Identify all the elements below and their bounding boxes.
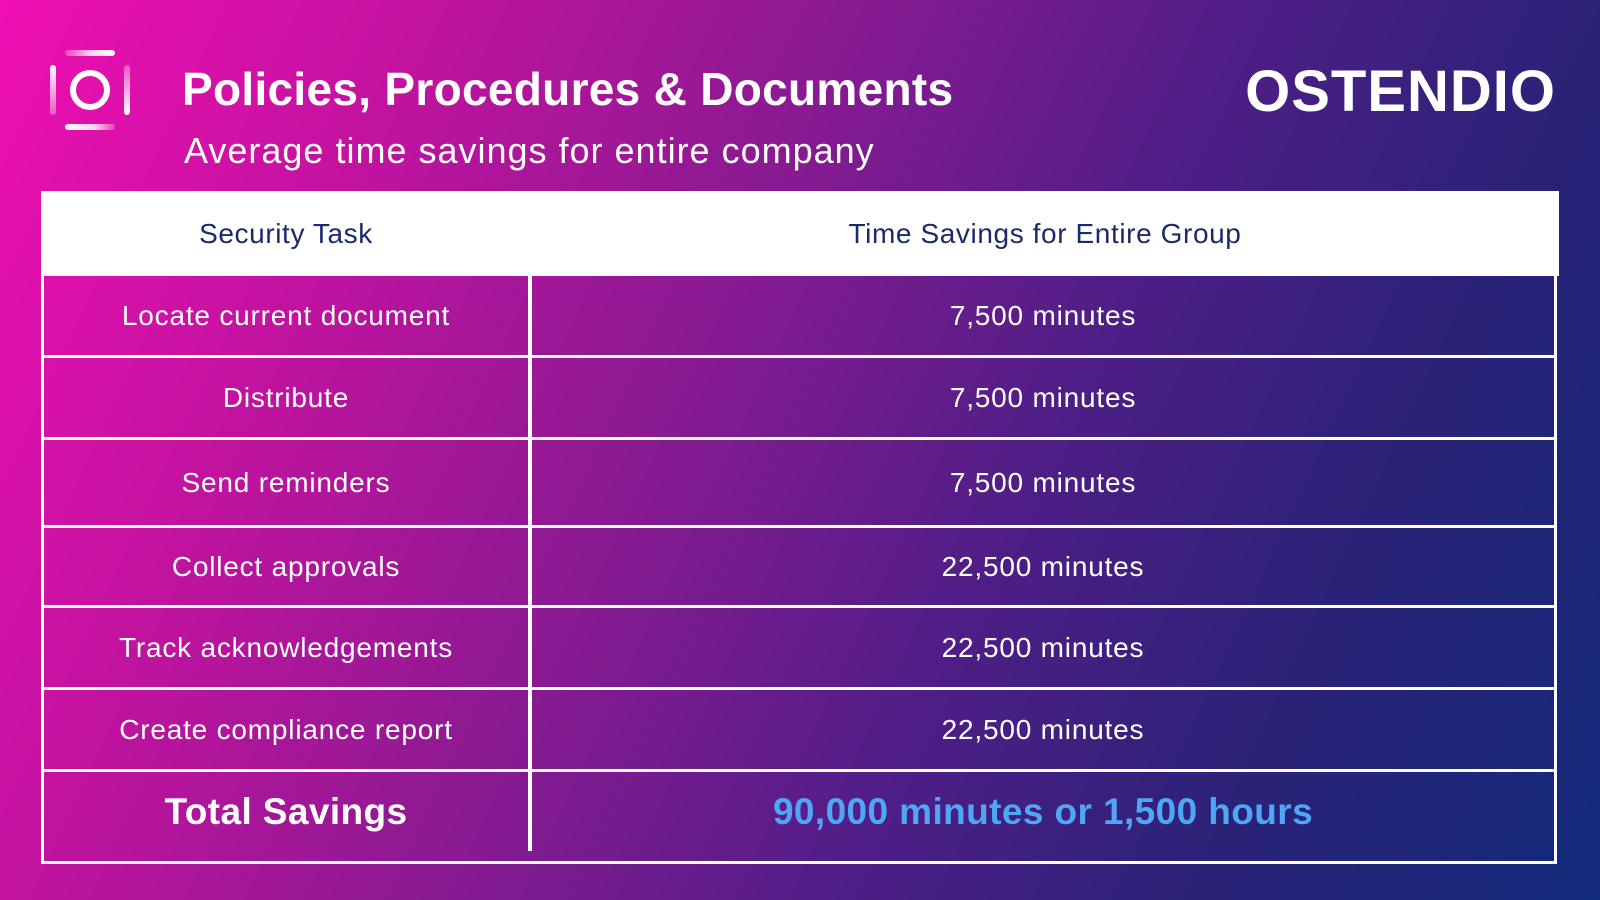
total-row: Total Savings 90,000 minutes or 1,500 ho… bbox=[44, 772, 1554, 851]
savings-cell: 22,500 minutes bbox=[941, 631, 1145, 663]
page-title: Policies, Procedures & Documents bbox=[182, 63, 954, 115]
table-row: Distribute 7,500 minutes bbox=[44, 358, 1554, 440]
task-cell: Distribute bbox=[44, 358, 532, 437]
savings-cell: 22,500 minutes bbox=[941, 550, 1145, 582]
total-label: Total Savings bbox=[44, 772, 532, 851]
savings-cell: 7,500 minutes bbox=[949, 299, 1137, 331]
table-body: Locate current document 7,500 minutes Di… bbox=[41, 276, 1557, 864]
task-cell: Send reminders bbox=[44, 440, 532, 525]
task-cell: Create compliance report bbox=[44, 690, 532, 769]
table-header-row: Security Task Time Savings for Entire Gr… bbox=[41, 191, 1559, 276]
column-header-savings: Time Savings for Entire Group bbox=[848, 217, 1242, 249]
total-value: 90,000 minutes or 1,500 hours bbox=[772, 790, 1314, 832]
table-row: Track acknowledgements 22,500 minutes bbox=[44, 608, 1554, 690]
column-header-task: Security Task bbox=[199, 217, 373, 249]
savings-cell: 7,500 minutes bbox=[949, 466, 1137, 498]
task-cell: Locate current document bbox=[44, 276, 532, 355]
table-row: Locate current document 7,500 minutes bbox=[44, 276, 1554, 358]
table-row: Send reminders 7,500 minutes bbox=[44, 440, 1554, 528]
table-row: Collect approvals 22,500 minutes bbox=[44, 528, 1554, 608]
savings-cell: 7,500 minutes bbox=[949, 381, 1137, 413]
time-savings-table: Security Task Time Savings for Entire Gr… bbox=[41, 191, 1559, 864]
savings-cell: 22,500 minutes bbox=[941, 713, 1145, 745]
ostendio-logo-icon bbox=[50, 50, 130, 130]
page-subtitle: Average time savings for entire company bbox=[184, 130, 875, 171]
brand-logo-text: OSTENDIO bbox=[1245, 59, 1556, 124]
table-row: Create compliance report 22,500 minutes bbox=[44, 690, 1554, 772]
task-cell: Collect approvals bbox=[44, 528, 532, 605]
task-cell: Track acknowledgements bbox=[44, 608, 532, 687]
